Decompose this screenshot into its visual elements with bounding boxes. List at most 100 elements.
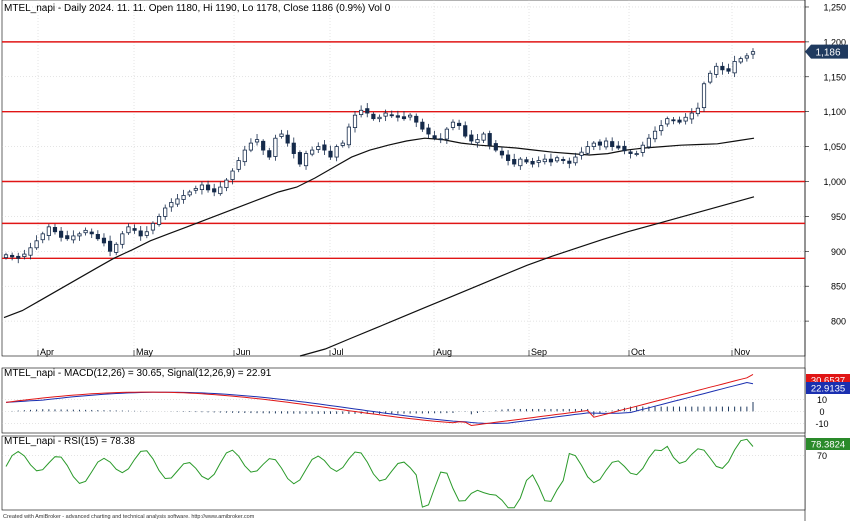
candle-body bbox=[28, 247, 33, 256]
candle-body bbox=[695, 107, 700, 115]
ma50-line bbox=[3, 137, 755, 319]
candle-body bbox=[71, 235, 76, 241]
candle-body bbox=[163, 207, 168, 217]
candle-body bbox=[193, 188, 198, 191]
y-tick-label: 1,150 bbox=[823, 72, 846, 82]
candle-body bbox=[156, 215, 162, 225]
signal-last-badge bbox=[806, 382, 850, 394]
month-label-aug: Aug bbox=[436, 347, 452, 357]
candle-body bbox=[77, 233, 82, 237]
candle-body bbox=[316, 146, 321, 150]
month-label-jun: Jun bbox=[236, 347, 251, 357]
candle-body bbox=[205, 184, 211, 191]
candle-body bbox=[652, 130, 658, 140]
candle-body bbox=[701, 83, 707, 109]
candle-body bbox=[499, 150, 505, 156]
candle-body bbox=[120, 233, 125, 245]
candle-body bbox=[567, 160, 572, 164]
candle-body bbox=[52, 227, 58, 233]
candle-body bbox=[659, 125, 664, 132]
candle-body bbox=[383, 112, 388, 117]
candle-body bbox=[708, 72, 713, 83]
month-label-oct: Oct bbox=[631, 347, 646, 357]
candle-body bbox=[750, 51, 756, 55]
candle-body bbox=[291, 142, 296, 154]
rsi-title: MTEL_napi - RSI(15) = 78.38 bbox=[4, 436, 135, 447]
candle-body bbox=[426, 127, 431, 135]
candle-body bbox=[138, 230, 143, 237]
candle-body bbox=[665, 118, 670, 125]
candle-body bbox=[199, 184, 205, 190]
y-tick-label: 1,100 bbox=[823, 107, 846, 117]
candle-body bbox=[322, 144, 327, 151]
candle-body bbox=[297, 152, 302, 165]
candle-body bbox=[475, 139, 480, 144]
candle-body bbox=[101, 237, 107, 244]
macd-line bbox=[5, 373, 754, 427]
footer-credit: Created with AmiBroker - advanced charti… bbox=[3, 514, 255, 520]
candle-body bbox=[677, 119, 682, 123]
macd-tick-label: -10 bbox=[815, 419, 828, 429]
signal-line bbox=[5, 381, 754, 424]
candle-body bbox=[114, 243, 119, 253]
candle-body bbox=[212, 188, 217, 193]
candle-body bbox=[726, 68, 731, 72]
candle-body bbox=[83, 229, 88, 234]
candle-body bbox=[346, 126, 351, 146]
candle-body bbox=[328, 150, 333, 158]
candle-body bbox=[457, 122, 462, 127]
candle-body bbox=[463, 125, 468, 137]
ma200-line bbox=[299, 196, 755, 357]
candle-body bbox=[414, 115, 419, 123]
candle-body bbox=[420, 121, 425, 130]
rsi-tick-label: 70 bbox=[817, 451, 827, 461]
candle-body bbox=[634, 153, 639, 155]
candle-body bbox=[683, 116, 688, 122]
candle-body bbox=[444, 128, 449, 140]
candle-body bbox=[622, 145, 627, 152]
candle-body bbox=[371, 113, 376, 120]
candle-body bbox=[10, 254, 15, 258]
last-price-badge bbox=[805, 44, 848, 59]
candle-body bbox=[150, 222, 156, 231]
macd-plot-area bbox=[1, 367, 806, 434]
candle-body bbox=[181, 195, 186, 200]
candle-body bbox=[603, 140, 609, 148]
candle-body bbox=[279, 133, 284, 137]
candle-body bbox=[377, 116, 382, 120]
candle-body bbox=[365, 108, 370, 114]
candle-body bbox=[175, 198, 180, 205]
candle-body bbox=[187, 191, 192, 196]
candle-body bbox=[218, 186, 223, 195]
candle-body bbox=[714, 65, 719, 75]
candle-body bbox=[108, 240, 113, 252]
price-plot-area bbox=[1, 0, 806, 357]
candle-body bbox=[671, 119, 676, 122]
macd-last-label: 30.6537 bbox=[811, 376, 845, 387]
y-tick-label: 1,050 bbox=[823, 142, 846, 152]
candle-body bbox=[261, 140, 266, 151]
candle-body bbox=[273, 137, 278, 157]
candle-body bbox=[450, 121, 456, 128]
price-title: MTEL_napi - Daily 2024. 11. 11. Open 118… bbox=[4, 3, 391, 14]
candle-body bbox=[303, 153, 309, 167]
last-price-label: 1,186 bbox=[815, 48, 840, 59]
candle-body bbox=[432, 135, 437, 139]
macd-tick-label: 0 bbox=[819, 407, 824, 417]
candle-body bbox=[3, 254, 9, 258]
candle-body bbox=[34, 240, 39, 249]
candle-body bbox=[493, 143, 498, 151]
candle-body bbox=[561, 159, 566, 161]
candle-body bbox=[469, 134, 474, 142]
candle-body bbox=[169, 202, 174, 208]
candle-body bbox=[597, 141, 603, 146]
candle-body bbox=[579, 151, 584, 156]
candle-body bbox=[720, 65, 725, 71]
candle-body bbox=[548, 158, 554, 163]
candle-body bbox=[46, 226, 51, 236]
candle-body bbox=[224, 179, 229, 189]
y-tick-label: 900 bbox=[831, 247, 846, 257]
